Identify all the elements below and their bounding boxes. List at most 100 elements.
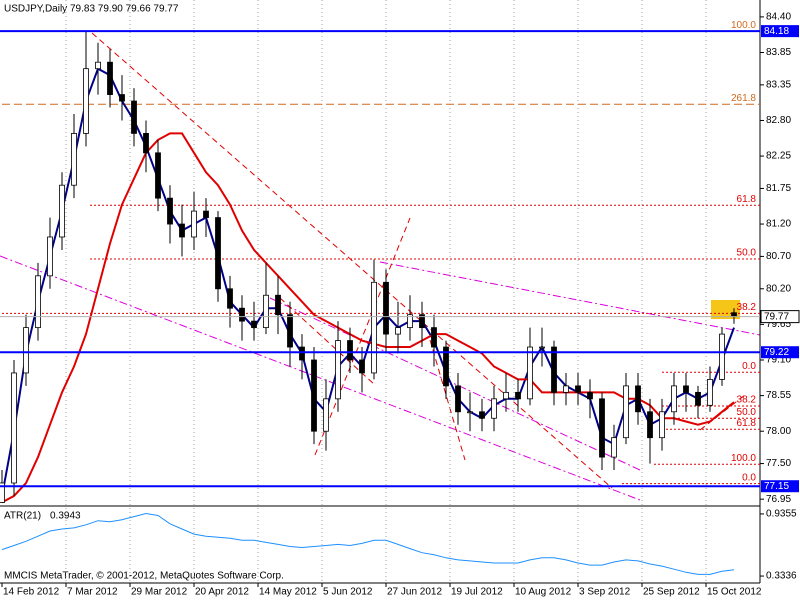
candle-body: [83, 68, 89, 134]
y-tick-label: 82.25: [766, 151, 791, 162]
candle-body: [119, 94, 125, 102]
candle-body: [287, 314, 293, 348]
candle-body: [299, 346, 305, 361]
atr-line: [1, 512, 735, 575]
fib-label: 100.0: [731, 20, 756, 31]
candle-body: [395, 327, 401, 335]
candle-body: [611, 437, 617, 458]
y-tick-label: 81.75: [766, 183, 791, 194]
candle-body: [371, 281, 377, 374]
candle-body: [695, 391, 701, 406]
fib-label: 38.2: [737, 395, 757, 406]
candle-body: [275, 294, 281, 316]
current-price-label: 79.77: [764, 311, 789, 322]
level-label: 84.18: [764, 26, 789, 37]
trend-line: [314, 217, 411, 456]
candle-body: [671, 385, 677, 413]
current-price-box: [760, 310, 800, 324]
indicator-title: ATR(21): [4, 511, 41, 522]
candle-body: [383, 281, 389, 335]
level-label-box: [761, 25, 799, 38]
y-tick-label: 0.9355: [766, 509, 797, 520]
candle-body: [191, 210, 197, 238]
y-tick-label: 79.10: [766, 355, 791, 366]
candle-body: [95, 61, 101, 70]
y-tick-label: 82.80: [766, 115, 791, 126]
candle-body: [479, 411, 485, 419]
candle-body: [575, 385, 581, 393]
fib-label: 100.0: [731, 453, 756, 464]
fib-label: 38.2: [737, 302, 757, 313]
candle-body: [707, 379, 713, 406]
y-tick-label: 80.20: [766, 283, 791, 294]
candle-body: [491, 398, 497, 419]
x-tick-label: 5 Jun 2012: [323, 587, 373, 598]
x-tick-label: 27 Jun 2012: [387, 587, 442, 598]
candle-body: [167, 197, 173, 225]
candle-body: [179, 223, 185, 238]
trend-line: [269, 297, 641, 471]
level-label: 79.22: [764, 347, 789, 358]
candle-body: [323, 398, 329, 432]
candle-body: [683, 385, 689, 393]
candle-body: [215, 217, 221, 290]
trend-line: [379, 261, 761, 336]
chart-title: USDJPY,Daily: [4, 4, 67, 15]
y-tick-label: 0.3336: [766, 571, 797, 582]
x-tick-label: 19 Jul 2012: [451, 587, 503, 598]
y-tick-label: 76.95: [766, 494, 791, 505]
level-label-box: [761, 480, 799, 493]
trend-line: [429, 339, 466, 461]
candle-body: [515, 391, 521, 400]
candle-body: [203, 210, 209, 218]
y-tick-label: 79.65: [766, 319, 791, 330]
fib-label: 50.0: [737, 407, 757, 418]
candle-body: [527, 346, 533, 400]
trend-line: [91, 32, 613, 489]
trend-line: [279, 297, 376, 386]
x-tick-label: 29 Mar 2012: [131, 587, 188, 598]
y-tick-label: 78.00: [766, 426, 791, 437]
fib-label: 261.8: [731, 93, 756, 104]
x-tick-label: 15 Oct 2012: [707, 587, 762, 598]
candle-body: [407, 314, 413, 329]
candle-body: [131, 100, 137, 134]
candle-body: [359, 359, 365, 374]
x-tick-label: 14 Feb 2012: [3, 587, 60, 598]
candle-body: [263, 294, 269, 329]
candle-body: [347, 340, 353, 361]
fib-label: 0.0: [742, 361, 756, 372]
fib-label: 0.0: [742, 472, 756, 483]
x-tick-label: 10 Aug 2012: [515, 587, 572, 598]
y-tick-label: 83.35: [766, 80, 791, 91]
candle-body: [659, 411, 665, 439]
candle-body: [719, 333, 725, 380]
candle-body: [503, 391, 509, 400]
candle-body: [431, 327, 437, 348]
x-tick-label: 20 Apr 2012: [195, 587, 249, 598]
candle-body: [35, 275, 41, 329]
candle-body: [551, 346, 557, 393]
candle-body: [731, 312, 737, 318]
candle-body: [11, 372, 17, 484]
candle-body: [311, 359, 317, 432]
candle-body: [107, 61, 113, 95]
candle-body: [467, 411, 473, 414]
y-tick-label: 84.40: [766, 12, 791, 23]
candle-body: [563, 385, 569, 393]
ohlc-readout: 79.83 79.90 79.66 79.77: [70, 4, 179, 15]
candle-body: [47, 236, 53, 277]
level-label: 77.15: [764, 481, 789, 492]
watermark: MMCIS MetaTrader, © 2001-2012, MetaQuote…: [4, 571, 284, 582]
candle-body: [419, 314, 425, 329]
x-tick-label: 7 Mar 2012: [67, 587, 118, 598]
candle-body: [647, 411, 653, 439]
y-tick-label: 81.20: [766, 219, 791, 230]
candle-body: [443, 346, 449, 387]
candle-body: [0, 482, 5, 503]
candle-body: [335, 340, 341, 400]
candle-body: [59, 184, 65, 238]
